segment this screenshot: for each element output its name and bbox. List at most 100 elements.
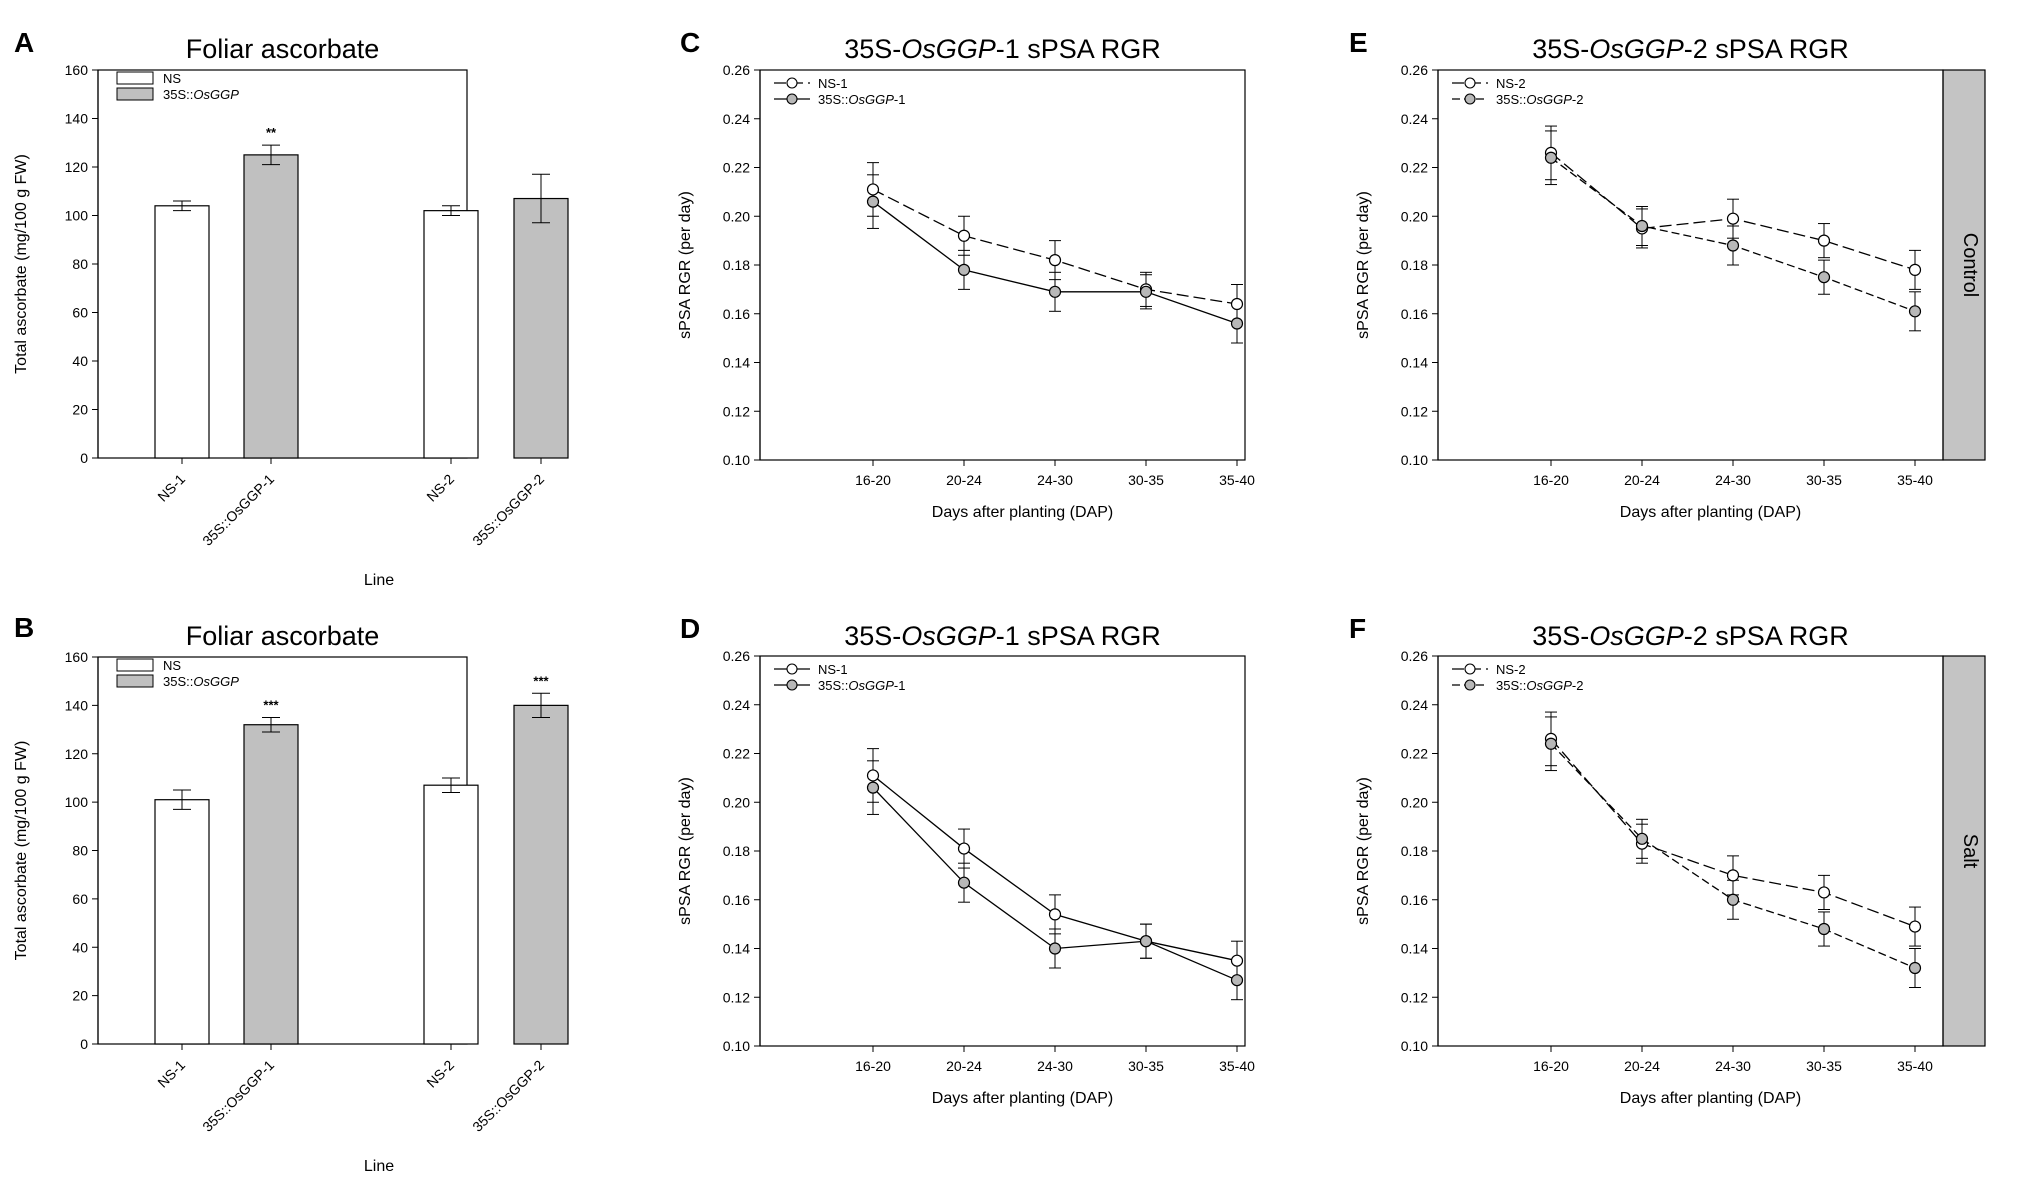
data-point [957, 842, 971, 855]
line-chart-panel-c: 0.10 0.12 0.14 0.16 0.18 0.20 0.22 0.24 0.26 sPSA… [677, 62, 1255, 521]
legend-marker [786, 663, 798, 675]
legend-label: NS-2 [1496, 76, 1526, 91]
y-tick-label: 160 [65, 62, 89, 78]
y-tick-label: 0.22 [723, 746, 750, 762]
plot-frame [759, 69, 1246, 461]
data-point [1817, 271, 1831, 284]
y-tick-label: 0.22 [1401, 746, 1428, 762]
data-point [1230, 317, 1244, 330]
series-line [1550, 738, 1916, 928]
y-tick-label: 0.26 [723, 62, 750, 78]
legend-label: NS-1 [818, 76, 848, 91]
data-point [1635, 219, 1649, 233]
data-point [1230, 974, 1244, 987]
x-tick-label: 16-20 [855, 472, 891, 488]
panel-title: Foliar ascorbate [186, 621, 380, 651]
data-point [1908, 305, 1922, 318]
bar [513, 704, 569, 1045]
y-tick-label: 0.24 [1401, 697, 1428, 713]
y-tick-label: 0.10 [1401, 452, 1428, 468]
y-tick-label: 0.16 [1401, 892, 1428, 908]
x-tick-label: NS-2 [423, 471, 457, 505]
data-point [1908, 961, 1922, 975]
y-tick-label: 0.10 [1401, 1038, 1428, 1054]
y-tick-label: 80 [72, 843, 88, 859]
data-point [957, 263, 971, 276]
legend-swatch [116, 674, 154, 688]
data-point [1817, 234, 1831, 247]
y-tick-label: 0.10 [723, 452, 750, 468]
data-point [1230, 297, 1244, 311]
x-tick-label: 24-30 [1037, 1058, 1073, 1074]
y-tick-label: 0.22 [1401, 160, 1428, 176]
data-point [1048, 942, 1062, 955]
plot-frame [1437, 655, 1944, 1047]
y-tick-label: 120 [65, 746, 89, 762]
panel-letter: C [680, 27, 700, 58]
y-tick-label: 0.12 [723, 989, 750, 1005]
x-tick-label: NS-1 [154, 471, 188, 505]
data-point [1048, 254, 1062, 267]
legend-label: 35S::OsGGP-2 [1496, 92, 1583, 107]
y-tick-label: 0.16 [723, 892, 750, 908]
x-axis-label: Days after planting (DAP) [932, 504, 1113, 521]
significance-marker: *** [263, 697, 279, 712]
x-tick-label: 30-35 [1128, 1058, 1164, 1074]
bar [423, 784, 479, 1045]
panel-letter: D [680, 613, 700, 644]
panel-title: Foliar ascorbate [186, 34, 380, 64]
x-tick-label: 35-40 [1897, 472, 1933, 488]
line-chart-panel-d: 0.10 0.12 0.14 0.16 0.18 0.20 0.22 0.24 0.26 sPSA… [677, 648, 1255, 1107]
panel-letter: E [1349, 27, 1368, 58]
y-tick-label: 40 [72, 353, 88, 369]
x-tick-label: 20-24 [946, 472, 982, 488]
y-tick-label: 20 [72, 988, 88, 1004]
data-point [866, 195, 880, 208]
panel-letter: A [14, 27, 34, 58]
data-point [1544, 737, 1558, 750]
y-tick-label: 0.20 [1401, 208, 1428, 224]
y-axis-label: sPSA RGR (per day) [1355, 191, 1372, 339]
y-tick-label: 0.14 [1401, 355, 1428, 371]
data-point [1048, 908, 1062, 921]
x-tick-label: 24-30 [1715, 1058, 1751, 1074]
x-tick-label: 24-30 [1037, 472, 1073, 488]
legend-marker [786, 679, 798, 691]
x-tick-label: 16-20 [1533, 1058, 1569, 1074]
y-tick-label: 140 [65, 111, 89, 127]
data-point [1544, 151, 1558, 164]
y-axis-label: sPSA RGR (per day) [677, 191, 694, 339]
legend-label: NS-2 [1496, 662, 1526, 677]
data-point [1726, 212, 1740, 225]
legend-label: 35S::OsGGP [163, 674, 239, 689]
y-tick-label: 60 [72, 305, 88, 321]
legend-label: 35S::OsGGP [163, 87, 239, 102]
legend-label: 35S::OsGGP-1 [818, 92, 905, 107]
x-tick-label: NS-1 [154, 1057, 188, 1091]
y-tick-label: 0.12 [1401, 989, 1428, 1005]
condition-label-box [1942, 655, 1986, 1047]
y-tick-label: 0.16 [1401, 306, 1428, 322]
data-point [1139, 285, 1153, 298]
panel-title: 35S-OsGGP-2 sPSA RGR [1532, 34, 1849, 64]
legend-label: 35S::OsGGP-2 [1496, 678, 1583, 693]
x-tick-label: 35S::OsGGP-1 [199, 1057, 277, 1135]
y-tick-label: 120 [65, 159, 89, 175]
y-tick-label: 60 [72, 891, 88, 907]
x-tick-label: 30-35 [1806, 472, 1842, 488]
y-tick-label: 160 [65, 649, 89, 665]
condition-label-box [1942, 69, 1986, 461]
y-tick-label: 100 [65, 794, 89, 810]
y-tick-label: 140 [65, 697, 89, 713]
x-tick-label: 16-20 [1533, 472, 1569, 488]
data-point [866, 769, 880, 782]
y-tick-label: 0.20 [1401, 794, 1428, 810]
panel-title: 35S-OsGGP-1 sPSA RGR [844, 34, 1161, 64]
y-tick-label: 100 [65, 208, 89, 224]
data-point [1726, 893, 1740, 906]
line-chart-panel-f: Salt 0.10 0.12 0.14 0.16 0.18 0.20 0.22 0.24 0.26… [1355, 648, 1986, 1107]
condition-label: Salt [1959, 834, 1981, 869]
x-tick-label: 35S::OsGGP-1 [199, 471, 277, 549]
data-point [1908, 263, 1922, 276]
x-tick-label: 24-30 [1715, 472, 1751, 488]
